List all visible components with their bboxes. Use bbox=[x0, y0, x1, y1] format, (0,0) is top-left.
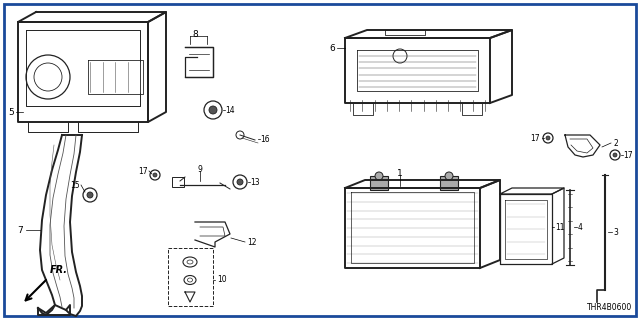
Text: THR4B0600: THR4B0600 bbox=[587, 303, 632, 312]
Text: 6: 6 bbox=[329, 44, 335, 52]
Bar bbox=[440, 176, 458, 190]
Text: 7: 7 bbox=[17, 226, 23, 235]
Circle shape bbox=[613, 153, 617, 157]
Text: 17: 17 bbox=[531, 133, 540, 142]
Circle shape bbox=[153, 173, 157, 177]
Text: 15: 15 bbox=[70, 180, 80, 189]
Text: 12: 12 bbox=[247, 237, 257, 246]
Text: 4: 4 bbox=[578, 222, 583, 231]
Text: 13: 13 bbox=[250, 178, 260, 187]
Text: 17: 17 bbox=[138, 166, 148, 175]
Circle shape bbox=[546, 136, 550, 140]
Text: 1: 1 bbox=[397, 169, 403, 178]
Text: 10: 10 bbox=[217, 276, 227, 284]
Text: 14: 14 bbox=[225, 106, 235, 115]
Text: 2: 2 bbox=[613, 139, 618, 148]
Circle shape bbox=[87, 192, 93, 198]
Text: FR.: FR. bbox=[50, 265, 68, 275]
Circle shape bbox=[445, 172, 453, 180]
Text: 3: 3 bbox=[613, 228, 618, 236]
Text: 9: 9 bbox=[198, 164, 202, 173]
Circle shape bbox=[237, 179, 243, 185]
Bar bbox=[370, 176, 388, 190]
Circle shape bbox=[375, 172, 383, 180]
Circle shape bbox=[209, 106, 217, 114]
Bar bbox=[172, 177, 184, 187]
Text: 11: 11 bbox=[555, 222, 564, 231]
Text: 8: 8 bbox=[192, 29, 198, 38]
Bar bbox=[168, 248, 213, 306]
Text: 17: 17 bbox=[623, 150, 632, 159]
Text: 16: 16 bbox=[260, 134, 269, 143]
Text: 5: 5 bbox=[8, 108, 14, 116]
